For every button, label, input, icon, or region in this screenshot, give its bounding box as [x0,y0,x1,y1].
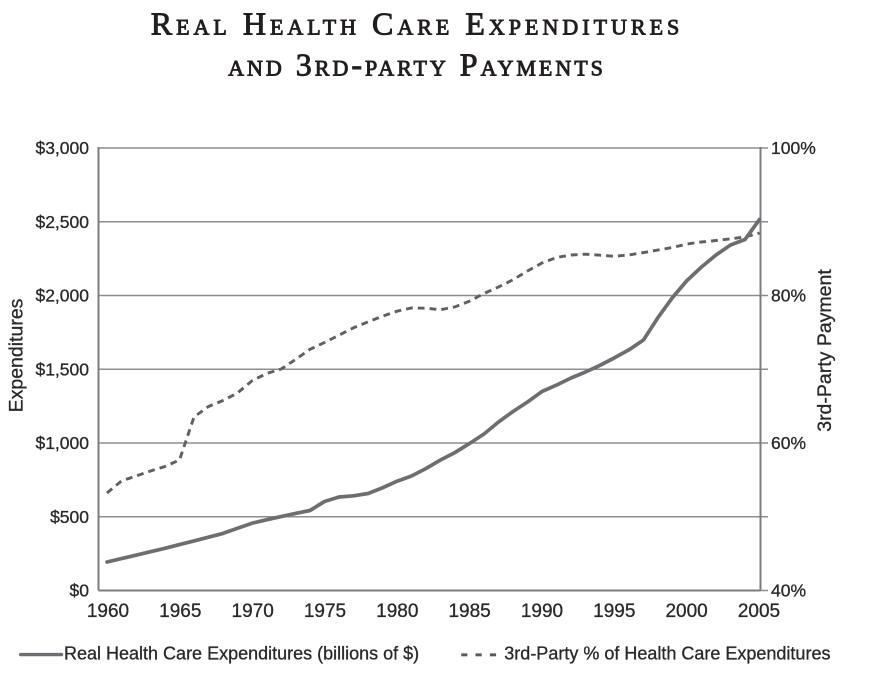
svg-text:$500: $500 [50,507,89,527]
svg-text:and 3rd-party Payments: and 3rd-party Payments [228,47,606,83]
svg-text:1960: 1960 [87,601,129,622]
svg-text:$3,000: $3,000 [35,138,89,158]
svg-text:$1,000: $1,000 [35,433,89,453]
svg-text:1975: 1975 [304,601,346,622]
svg-text:Expenditures: Expenditures [6,298,28,412]
svg-text:60%: 60% [771,433,806,453]
svg-text:1985: 1985 [448,601,490,622]
svg-text:1990: 1990 [521,601,563,622]
svg-text:$0: $0 [70,581,90,601]
svg-text:Real Health Care Expenditures: Real Health Care Expenditures [151,6,684,42]
svg-text:3rd-Party Payment: 3rd-Party Payment [814,269,836,432]
svg-text:80%: 80% [771,286,806,306]
svg-text:2000: 2000 [665,601,707,622]
svg-text:1965: 1965 [159,601,201,622]
svg-text:$1,500: $1,500 [35,359,89,379]
svg-text:100%: 100% [771,138,816,158]
svg-text:2005: 2005 [738,601,780,622]
svg-text:$2,000: $2,000 [35,286,89,306]
svg-text:Real Health Care Expenditures: Real Health Care Expenditures (billions … [64,644,419,664]
svg-text:$2,500: $2,500 [35,212,89,232]
svg-text:40%: 40% [771,581,806,601]
svg-text:1995: 1995 [593,601,635,622]
svg-text:1970: 1970 [232,601,274,622]
svg-text:3rd-Party % of Health Care Exp: 3rd-Party % of Health Care Expenditures [504,644,830,664]
svg-text:1980: 1980 [376,601,418,622]
